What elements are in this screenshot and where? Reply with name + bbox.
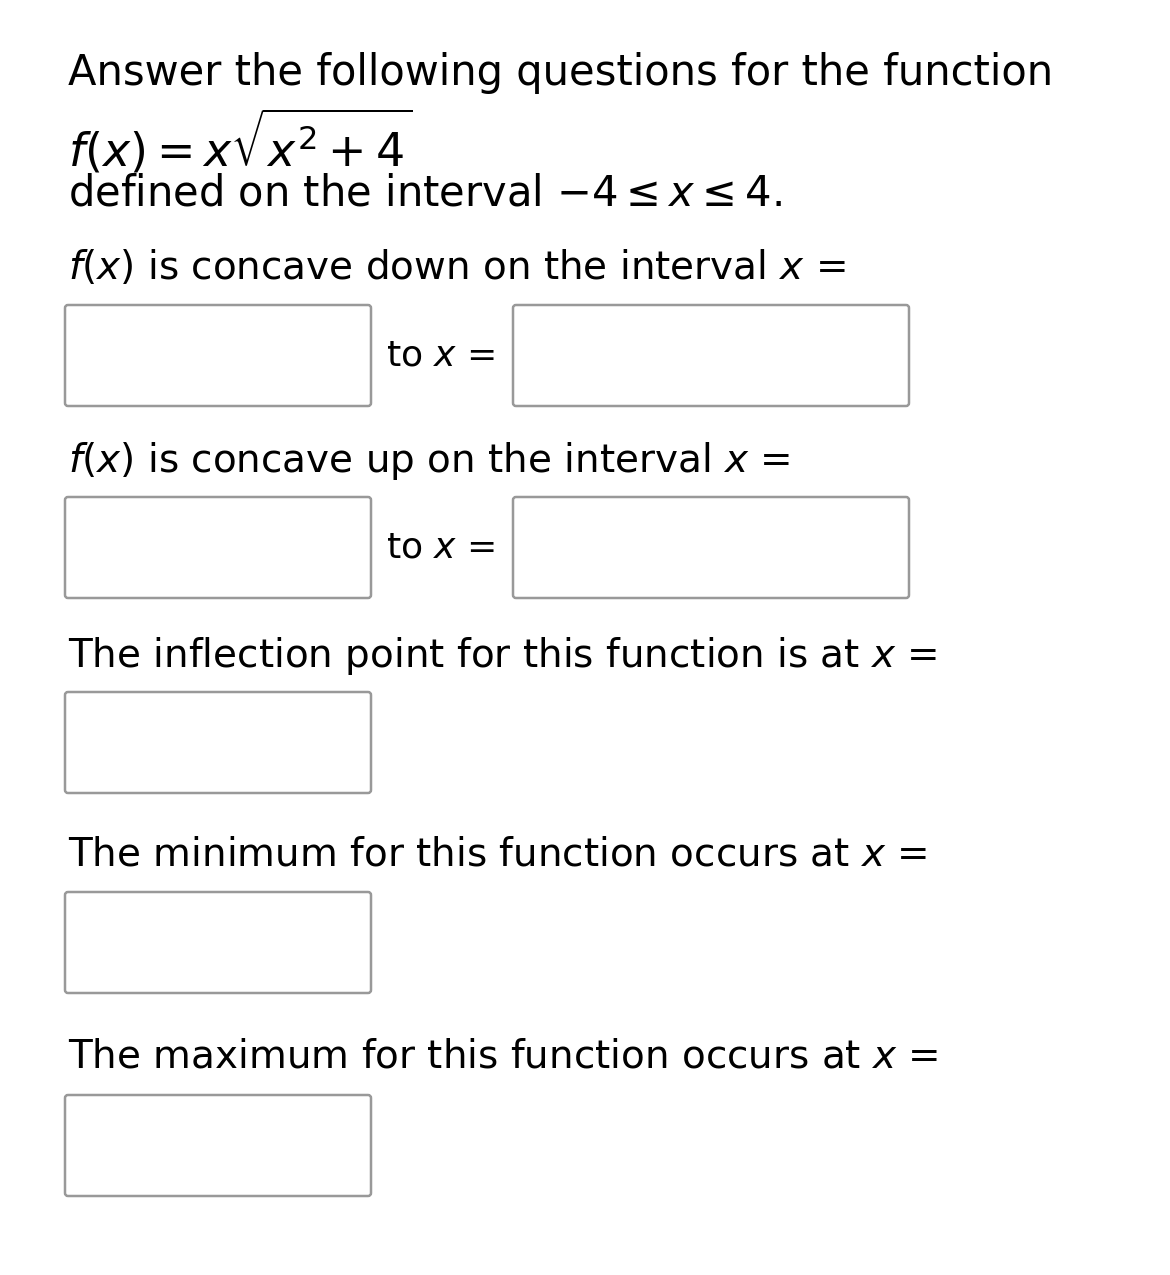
FancyBboxPatch shape	[66, 892, 371, 993]
Text: $f(x) = x\sqrt{x^2 + 4}$: $f(x) = x\sqrt{x^2 + 4}$	[68, 108, 412, 177]
FancyBboxPatch shape	[512, 497, 909, 598]
Text: defined on the interval $-4 \leq x \leq 4$.: defined on the interval $-4 \leq x \leq …	[68, 172, 782, 214]
Text: Answer the following questions for the function: Answer the following questions for the f…	[68, 52, 1053, 94]
Text: to $x$ =: to $x$ =	[386, 530, 495, 565]
Text: The maximum for this function occurs at $x$ =: The maximum for this function occurs at …	[68, 1038, 938, 1076]
Text: The minimum for this function occurs at $x$ =: The minimum for this function occurs at …	[68, 835, 927, 873]
FancyBboxPatch shape	[512, 305, 909, 405]
FancyBboxPatch shape	[66, 1095, 371, 1196]
FancyBboxPatch shape	[66, 305, 371, 405]
Text: The inflection point for this function is at $x$ =: The inflection point for this function i…	[68, 635, 937, 677]
FancyBboxPatch shape	[66, 497, 371, 598]
FancyBboxPatch shape	[66, 692, 371, 793]
Text: $f(x)$ is concave up on the interval $x$ =: $f(x)$ is concave up on the interval $x$…	[68, 440, 790, 482]
Text: $f(x)$ is concave down on the interval $x$ =: $f(x)$ is concave down on the interval $…	[68, 249, 846, 287]
Text: to $x$ =: to $x$ =	[386, 338, 495, 372]
